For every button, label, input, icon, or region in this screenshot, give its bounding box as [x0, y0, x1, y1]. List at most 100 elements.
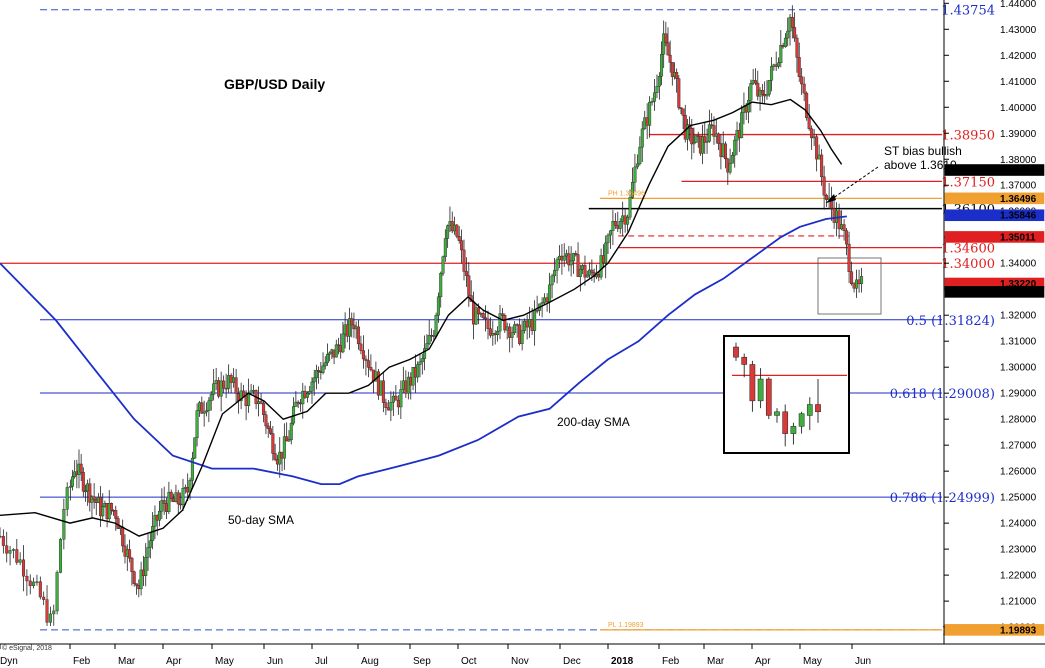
- candle-body: [79, 463, 83, 473]
- price-tag-label: 1.35846: [1000, 211, 1037, 222]
- candle-body: [488, 328, 492, 336]
- candle-body: [765, 93, 769, 97]
- candle-body: [460, 240, 464, 251]
- y-tick-label: 1.25000: [1000, 493, 1037, 504]
- candle-body: [264, 414, 268, 427]
- sma-200-label: 200-day SMA: [557, 415, 630, 429]
- x-tick-label: May: [803, 656, 822, 667]
- sma-200-line: [0, 215, 847, 485]
- candle-body: [462, 249, 466, 272]
- inset-candle-body: [782, 411, 789, 434]
- candle-body: [545, 297, 549, 302]
- candle-body: [583, 265, 587, 278]
- candle-body: [65, 487, 69, 510]
- candle-body: [578, 269, 582, 277]
- candle-body: [540, 302, 544, 305]
- price-tag: [944, 164, 1045, 176]
- candle-body: [733, 139, 737, 156]
- candle-body: [747, 100, 751, 113]
- y-tick-label: 1.27000: [1000, 441, 1037, 452]
- candle-body: [296, 401, 300, 404]
- candle-body: [481, 313, 485, 319]
- candle-body: [162, 500, 166, 504]
- candle-body: [730, 154, 734, 164]
- candle-body: [767, 80, 771, 95]
- candle-body: [381, 380, 385, 403]
- candle-body: [109, 503, 113, 511]
- y-tick-label: 1.29000: [1000, 389, 1037, 400]
- y-tick-label: 1.41000: [1000, 77, 1037, 88]
- price-tag-label: 1.35011: [1000, 232, 1036, 243]
- candle-body: [25, 575, 29, 582]
- x-tick-label: Feb: [73, 656, 91, 667]
- y-tick-label: 1.44000: [1000, 0, 1037, 10]
- candle-body: [139, 569, 143, 590]
- x-tick-label: Aug: [361, 656, 379, 667]
- candle-body: [510, 332, 514, 338]
- x-tick-label: Feb: [662, 656, 680, 667]
- candle-body: [533, 310, 537, 331]
- candle-body: [341, 333, 345, 353]
- candle-body: [474, 307, 478, 325]
- candle-body: [797, 57, 801, 77]
- candle-body: [535, 310, 539, 312]
- y-tick-label: 1.31000: [1000, 337, 1037, 348]
- inset-box: [723, 335, 850, 454]
- candle-body: [350, 318, 354, 326]
- x-tick-label: Sep: [413, 656, 431, 667]
- candle-body: [842, 224, 846, 231]
- candle-body: [282, 436, 286, 459]
- candle-body: [135, 583, 139, 586]
- candle-body: [416, 364, 420, 378]
- candle-body: [835, 210, 839, 223]
- candle-body: [423, 348, 427, 359]
- candle-body: [314, 370, 318, 379]
- candle-body: [446, 225, 450, 239]
- candle-body: [269, 428, 273, 434]
- candle-body: [399, 389, 403, 408]
- candle-body: [523, 320, 527, 331]
- x-tick-label: Jun: [267, 656, 283, 667]
- candle-body: [193, 437, 197, 459]
- candle-body: [205, 410, 209, 413]
- candle-body: [169, 491, 173, 499]
- candle-body: [356, 326, 360, 345]
- candle-body: [837, 210, 841, 230]
- candle-body: [42, 596, 46, 600]
- candle-body: [860, 276, 864, 285]
- candle-body: [633, 166, 637, 183]
- candle-body: [434, 315, 438, 337]
- candle-body: [608, 230, 612, 236]
- candle-body: [285, 436, 289, 442]
- candle-body: [845, 230, 849, 245]
- candle-body: [779, 45, 783, 64]
- candle-body: [148, 540, 152, 548]
- candle-body: [443, 238, 447, 257]
- candle-body: [520, 330, 524, 344]
- candle-body: [361, 350, 365, 360]
- x-tick-label: Jul: [315, 656, 328, 667]
- x-tick-label: Mar: [707, 656, 725, 667]
- resistance-label: 1.37150: [941, 175, 995, 190]
- inset-candle-body: [774, 411, 780, 416]
- x-tick-label: Jun: [855, 656, 871, 667]
- candle-body: [266, 425, 270, 429]
- candle-body: [662, 33, 666, 55]
- candle-body: [401, 380, 405, 390]
- candle-body: [107, 503, 111, 520]
- candle-body: [648, 101, 652, 126]
- candle-body: [92, 496, 96, 500]
- candle-body: [701, 136, 705, 154]
- candle-body: [675, 71, 679, 79]
- price-tag: [944, 286, 1045, 298]
- candle-body: [420, 358, 424, 363]
- resistance-label: 1.34600: [941, 242, 995, 257]
- candle-body: [604, 242, 608, 264]
- fib-label: 0.786 (1.24999): [890, 491, 995, 506]
- x-tick-label: Mar: [118, 656, 136, 667]
- candle-body: [55, 572, 59, 612]
- candle-body: [618, 221, 622, 229]
- candle-body: [776, 62, 780, 67]
- candle-body: [242, 390, 246, 397]
- candle-body: [273, 453, 277, 460]
